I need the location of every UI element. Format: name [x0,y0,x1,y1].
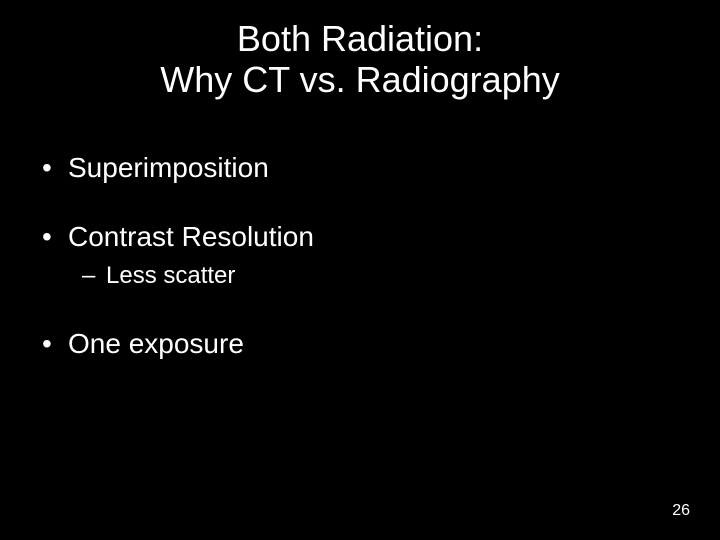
bullet-dot-icon: • [40,151,68,185]
sub-bullet-item: – Less scatter [40,262,680,291]
title-line-1: Both Radiation: [237,18,483,59]
page-number: 26 [672,502,690,520]
bullet-text: Superimposition [68,151,269,185]
title-line-2: Why CT vs. Radiography [160,59,559,100]
bullet-text: Contrast Resolution [68,220,314,254]
slide: Both Radiation: Why CT vs. Radiography •… [0,0,720,540]
bullet-dot-icon: • [40,327,68,361]
slide-body: • Superimposition • Contrast Resolution … [40,151,680,361]
slide-title: Both Radiation: Why CT vs. Radiography [40,18,680,101]
bullet-dot-icon: • [40,220,68,254]
bullet-item: • Superimposition [40,151,680,185]
bullet-dash-icon: – [82,262,106,291]
bullet-text: One exposure [68,327,244,361]
bullet-item: • Contrast Resolution [40,220,680,254]
bullet-item: • One exposure [40,327,680,361]
sub-bullet-text: Less scatter [106,262,235,291]
